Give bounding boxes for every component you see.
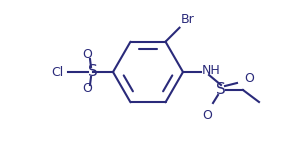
Text: O: O <box>202 109 212 122</box>
Text: O: O <box>82 48 92 62</box>
Text: Br: Br <box>181 13 194 26</box>
Text: O: O <box>244 72 254 84</box>
Text: S: S <box>88 64 98 80</box>
Text: S: S <box>216 82 226 98</box>
Text: NH: NH <box>202 64 221 78</box>
Text: O: O <box>82 82 92 96</box>
Text: Cl: Cl <box>52 66 64 78</box>
